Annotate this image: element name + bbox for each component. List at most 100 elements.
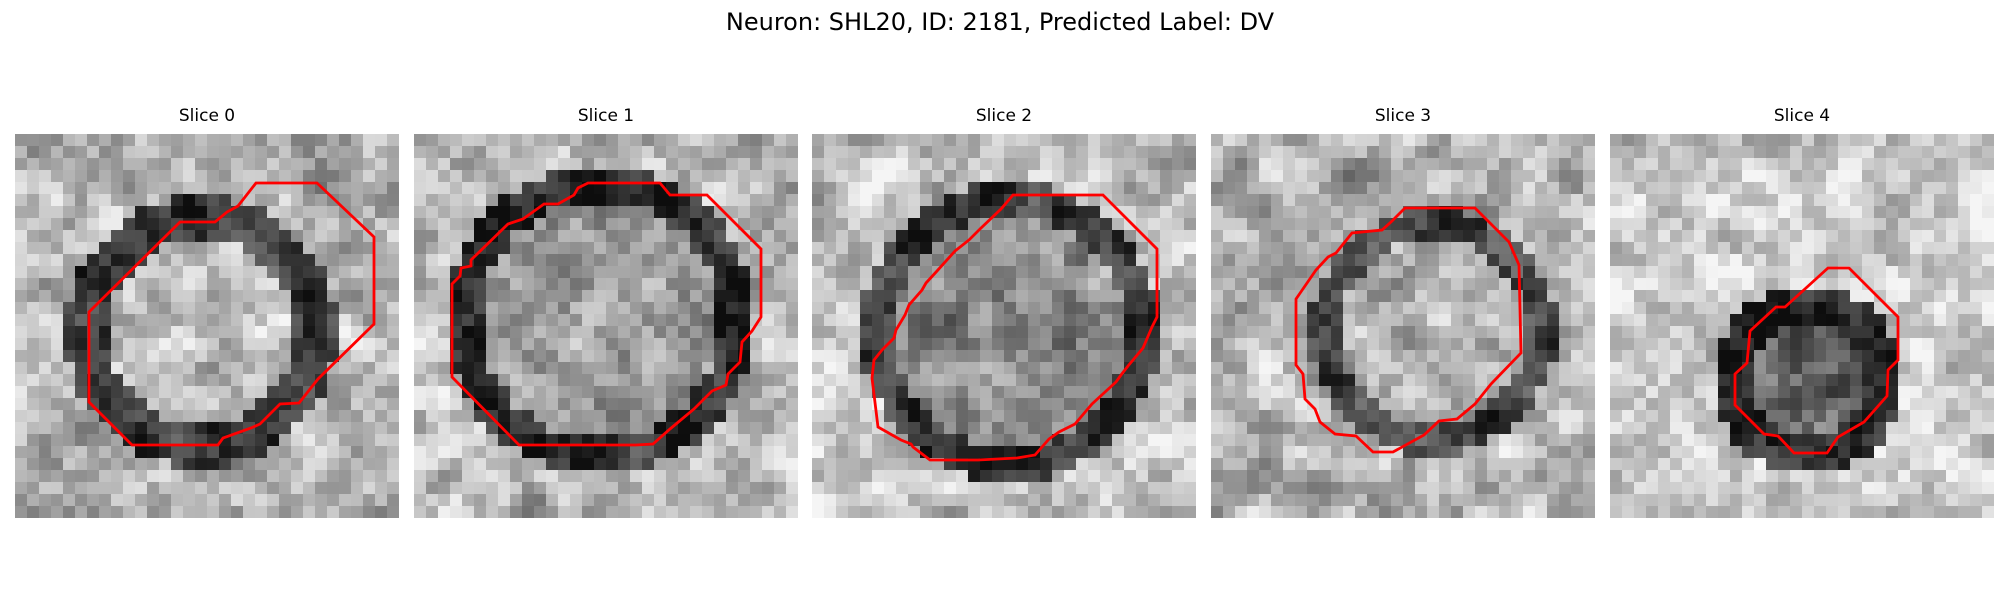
pixel xyxy=(606,362,619,375)
pixel xyxy=(111,170,124,183)
pixel xyxy=(1283,278,1296,291)
pixel xyxy=(159,290,172,303)
pixel xyxy=(1523,374,1536,387)
pixel xyxy=(1499,302,1512,315)
pixel xyxy=(630,266,643,279)
pixel xyxy=(450,386,463,399)
pixel xyxy=(1403,134,1416,147)
pixel xyxy=(1802,218,1815,231)
pixel xyxy=(534,434,547,447)
pixel xyxy=(1172,206,1185,219)
pixel xyxy=(1766,230,1779,243)
pixel xyxy=(486,458,499,471)
pixel xyxy=(980,386,993,399)
pixel xyxy=(1862,170,1875,183)
slice-title: Slice 2 xyxy=(975,106,1033,126)
pixel xyxy=(606,158,619,171)
pixel xyxy=(1682,434,1695,447)
pixel xyxy=(15,446,28,459)
pixel xyxy=(1235,362,1248,375)
pixel xyxy=(678,242,691,255)
pixel xyxy=(1331,302,1344,315)
pixel xyxy=(291,326,304,339)
pixel xyxy=(1160,386,1173,399)
pixel xyxy=(219,458,232,471)
pixel xyxy=(980,362,993,375)
pixel xyxy=(522,446,535,459)
pixel xyxy=(1271,206,1284,219)
pixel xyxy=(1136,290,1149,303)
pixel xyxy=(1610,302,1623,315)
pixel xyxy=(836,314,849,327)
pixel xyxy=(642,482,655,495)
pixel xyxy=(474,254,487,267)
pixel xyxy=(450,230,463,243)
pixel xyxy=(462,134,475,147)
pixel xyxy=(219,410,232,423)
pixel xyxy=(1511,506,1524,518)
pixel xyxy=(1583,338,1595,351)
pixel xyxy=(462,434,475,447)
pixel xyxy=(1874,350,1887,363)
pixel xyxy=(666,146,679,159)
pixel xyxy=(1247,446,1260,459)
pixel xyxy=(1439,230,1452,243)
pixel xyxy=(836,458,849,471)
pixel xyxy=(1706,350,1719,363)
pixel xyxy=(1838,446,1851,459)
pixel xyxy=(474,158,487,171)
pixel xyxy=(1295,374,1308,387)
pixel xyxy=(1064,410,1077,423)
pixel xyxy=(884,506,897,518)
pixel xyxy=(1223,350,1236,363)
pixel xyxy=(498,350,511,363)
pixel xyxy=(1658,134,1671,147)
pixel xyxy=(1706,218,1719,231)
pixel xyxy=(1559,230,1572,243)
pixel xyxy=(1211,506,1224,518)
pixel xyxy=(315,398,328,411)
pixel xyxy=(1076,362,1089,375)
pixel xyxy=(279,410,292,423)
pixel xyxy=(714,398,727,411)
pixel xyxy=(702,182,715,195)
pixel xyxy=(1100,206,1113,219)
pixel xyxy=(714,350,727,363)
pixel xyxy=(255,302,268,315)
pixel xyxy=(1160,290,1173,303)
pixel xyxy=(414,134,427,147)
pixel xyxy=(1670,362,1683,375)
pixel xyxy=(1016,242,1029,255)
pixel xyxy=(1754,326,1767,339)
pixel xyxy=(231,494,244,507)
pixel xyxy=(1706,422,1719,435)
pixel xyxy=(1922,146,1935,159)
pixel xyxy=(123,410,136,423)
pixel xyxy=(896,506,909,518)
pixel xyxy=(702,386,715,399)
pixel xyxy=(267,158,280,171)
pixel xyxy=(123,470,136,483)
pixel xyxy=(1898,146,1911,159)
pixel xyxy=(219,398,232,411)
pixel xyxy=(546,146,559,159)
pixel xyxy=(207,350,220,363)
pixel xyxy=(1658,386,1671,399)
pixel xyxy=(498,242,511,255)
pixel xyxy=(992,170,1005,183)
pixel xyxy=(836,470,849,483)
pixel xyxy=(474,338,487,351)
pixel xyxy=(1439,470,1452,483)
pixel xyxy=(1571,290,1584,303)
pixel xyxy=(1235,158,1248,171)
pixel xyxy=(1670,182,1683,195)
pixel xyxy=(1331,482,1344,495)
pixel xyxy=(980,146,993,159)
pixel xyxy=(872,278,885,291)
pixel xyxy=(1028,290,1041,303)
pixel xyxy=(1682,182,1695,195)
pixel xyxy=(786,338,798,351)
pixel xyxy=(486,446,499,459)
pixel xyxy=(1040,314,1053,327)
pixel xyxy=(1172,290,1185,303)
